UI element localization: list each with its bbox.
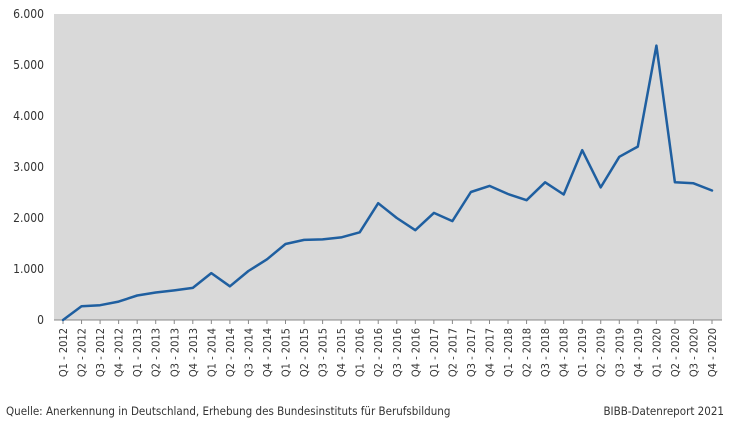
x-tick-label: Q3 - 2014 bbox=[242, 328, 255, 377]
y-axis: 0 1.000 2.000 3.000 4.000 5.000 6.000 bbox=[13, 7, 44, 327]
x-tick-label: Q3 - 2019 bbox=[613, 328, 626, 377]
x-tick-label: Q1 - 2020 bbox=[650, 328, 663, 377]
x-tick-label: Q3 - 2017 bbox=[465, 328, 478, 377]
series-line bbox=[61, 44, 714, 322]
x-tick-label: Q2 - 2012 bbox=[76, 328, 89, 377]
report-credit: BIBB-Datenreport 2021 bbox=[603, 404, 724, 418]
x-tick-label: Q2 - 2014 bbox=[224, 328, 237, 377]
x-tick-label: Q2 - 2015 bbox=[298, 328, 311, 377]
x-tick-label: Q1 - 2019 bbox=[576, 328, 589, 377]
x-tick-label: Q3 - 2015 bbox=[317, 328, 330, 377]
y-tick-label: 6.000 bbox=[13, 7, 44, 21]
plot-area bbox=[54, 14, 722, 320]
y-tick-label: 5.000 bbox=[13, 58, 44, 72]
x-axis: Q1 - 2012 Q2 - 2012 Q3 - 2012 Q4 - 2012 Q1 -… bbox=[57, 320, 719, 377]
y-tick-label: 2.000 bbox=[13, 211, 44, 225]
x-tick-label: Q2 - 2017 bbox=[446, 328, 459, 377]
x-tick-label: Q4 - 2016 bbox=[409, 328, 422, 377]
y-tick-label: 4.000 bbox=[13, 109, 44, 123]
x-tick-label: Q4 - 2012 bbox=[113, 328, 126, 377]
x-tick-label: Q1 - 2012 bbox=[57, 328, 70, 377]
x-tick-label: Q3 - 2020 bbox=[687, 328, 700, 377]
x-tick-label: Q3 - 2013 bbox=[168, 328, 181, 377]
x-tick-label: Q3 - 2012 bbox=[94, 328, 107, 377]
x-tick-label: Q1 - 2014 bbox=[205, 328, 218, 377]
x-tick-label: Q4 - 2014 bbox=[261, 328, 274, 377]
x-tick-label: Q3 - 2016 bbox=[391, 328, 404, 377]
y-tick-label: 0 bbox=[37, 313, 44, 327]
x-tick-label: Q4 - 2018 bbox=[558, 328, 571, 377]
y-tick-label: 1.000 bbox=[13, 262, 44, 276]
x-tick-label: Q1 - 2013 bbox=[131, 328, 144, 377]
source-note: Quelle: Anerkennung in Deutschland, Erhe… bbox=[6, 404, 451, 418]
x-tick-label: Q4 - 2019 bbox=[632, 328, 645, 377]
x-tick-label: Q1 - 2018 bbox=[502, 328, 515, 377]
x-tick-label: Q2 - 2020 bbox=[669, 328, 682, 377]
y-tick-label: 3.000 bbox=[13, 160, 44, 174]
x-tick-label: Q4 - 2015 bbox=[335, 328, 348, 377]
x-tick-label: Q1 - 2015 bbox=[280, 328, 293, 377]
x-tick-label: Q2 - 2016 bbox=[372, 328, 385, 377]
x-tick-label: Q4 - 2017 bbox=[483, 328, 496, 377]
x-tick-label: Q3 - 2018 bbox=[539, 328, 552, 377]
x-tick-label: Q1 - 2017 bbox=[428, 328, 441, 377]
x-tick-label: Q1 - 2016 bbox=[354, 328, 367, 377]
x-tick-label: Q2 - 2019 bbox=[595, 328, 608, 377]
x-tick-label: Q2 - 2013 bbox=[150, 328, 163, 377]
x-tick-label: Q4 - 2020 bbox=[706, 328, 719, 377]
x-tick-label: Q4 - 2013 bbox=[187, 328, 200, 377]
x-tick-label: Q2 - 2018 bbox=[521, 328, 534, 377]
